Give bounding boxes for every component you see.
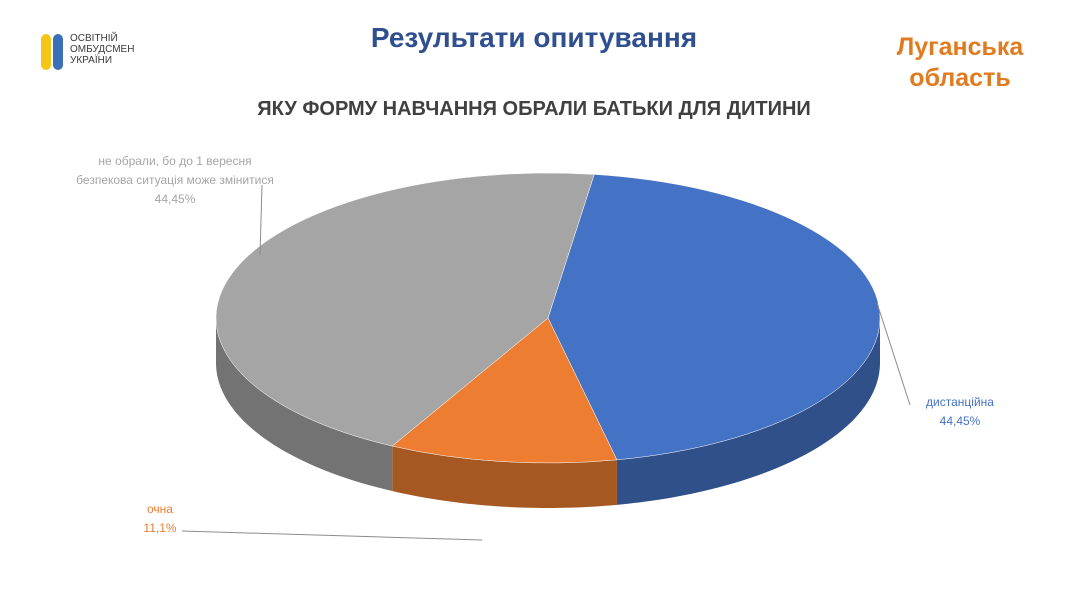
data-label: не обрали, бо до 1 вересня безпекова сит… xyxy=(70,152,280,209)
slice xyxy=(215,172,595,447)
slice-side xyxy=(616,318,880,505)
value-label: 44,45% xyxy=(154,192,196,206)
leader-line xyxy=(181,530,483,541)
slice-side xyxy=(216,318,393,492)
logo-line: ОСВІТНІЙ xyxy=(70,33,118,44)
logo-line: УКРАЇНИ xyxy=(70,55,113,66)
leader-line xyxy=(876,302,911,406)
subtitle: ЯКУ ФОРМУ НАВЧАННЯ ОБРАЛИ БАТЬКИ ДЛЯ ДИТ… xyxy=(257,98,811,120)
region: Луганська область xyxy=(896,33,1024,92)
value-label: 11,1% xyxy=(143,521,177,535)
title: Результати опитування xyxy=(370,22,698,53)
leader-line xyxy=(259,184,263,256)
logo-line: ОМБУДСМЕН xyxy=(70,44,135,55)
slice xyxy=(391,317,618,464)
logo-text: ОСВІТНІЙ ОМБУДСМЕН УКРАЇНИ xyxy=(70,33,134,66)
category-label: дистанційна xyxy=(926,395,994,409)
category-label: очна xyxy=(147,502,173,516)
data-label: очна 11,1% xyxy=(120,500,200,538)
slice-side xyxy=(392,446,617,508)
value-label: 44,45% xyxy=(939,414,981,428)
category-label: не обрали, бо до 1 вересня безпекова сит… xyxy=(76,154,274,187)
logo-mark xyxy=(41,34,63,70)
data-label: дистанційна 44,45% xyxy=(900,393,1020,431)
